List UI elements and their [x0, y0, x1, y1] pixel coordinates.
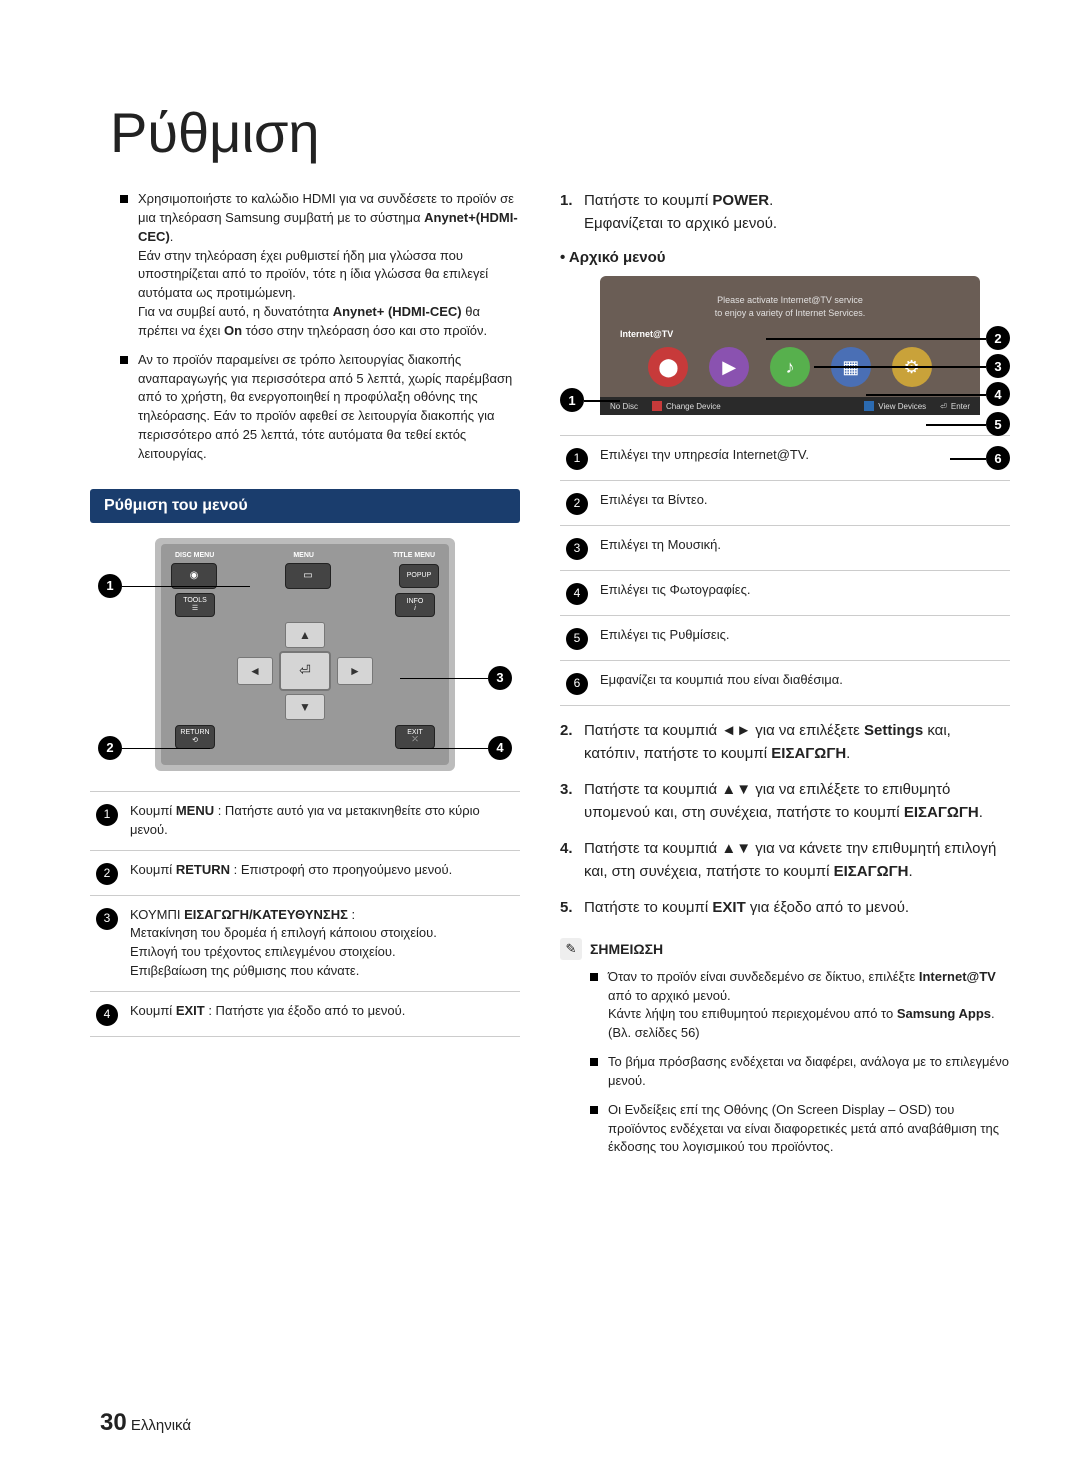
note-bullet: Οι Ενδείξεις επί της Οθόνης (On Screen D… — [590, 1101, 1010, 1158]
note-bullet: Αν το προϊόν παραμείνει σε τρόπο λειτουρ… — [120, 351, 520, 464]
d-key-icon — [864, 401, 874, 411]
step-3: 3.Πατήστε τα κουμπιά ▲▼ για να επιλέξετε… — [560, 779, 1010, 824]
note-bullet: Χρησιμοποιήστε το καλώδιο HDMI για να συ… — [120, 190, 520, 341]
tv-callout-3: 3 — [986, 354, 1010, 378]
tv-diagram: Please activate Internet@TV service to e… — [560, 276, 1010, 415]
table-row: 4Επιλέγει τις Φωτογραφίες. — [560, 571, 1010, 616]
table-row: 3ΚΟΥΜΠΙ ΕΙΣΑΓΩΓΗ/ΚΑΤΕΥΘΥΝΣΗΣ :Μετακίνηση… — [90, 896, 520, 992]
tv-bottom-bar: No Disc Change Device View Devices ⏎ Ent… — [600, 397, 980, 415]
tv-callout-4: 4 — [986, 382, 1010, 406]
tv-callout-2: 2 — [986, 326, 1010, 350]
tv-menu-icon[interactable]: ♪ — [770, 347, 810, 387]
remote-body: DISC MENU MENU TITLE MENU ◉ ▭ POPUP TOOL… — [155, 538, 455, 771]
callout-2: 2 — [98, 736, 122, 760]
tv-menu-icon[interactable]: ⬤ — [648, 347, 688, 387]
tv-banner: Please activate Internet@TV service to e… — [614, 294, 966, 319]
title-menu-button[interactable]: POPUP — [399, 564, 439, 588]
section-bar: Ρύθμιση του μενού — [90, 489, 520, 523]
remote-diagram: DISC MENU MENU TITLE MENU ◉ ▭ POPUP TOOL… — [90, 538, 520, 771]
note-bullet: Το βήμα πρόσβασης ενδέχεται να διαφέρει,… — [590, 1053, 1010, 1091]
remote-label-titlemenu: TITLE MENU — [393, 552, 435, 559]
callout-1: 1 — [98, 574, 122, 598]
table-row: 1Κουμπί MENU : Πατήστε αυτό για να μετακ… — [90, 792, 520, 851]
right-button[interactable]: ► — [337, 657, 373, 685]
step-5: 5.Πατήστε το κουμπί EXIT για έξοδο από τ… — [560, 897, 1010, 920]
tv-callout-5: 5 — [986, 412, 1010, 436]
right-column: 1.Πατήστε το κουμπί POWER.Εμφανίζεται το… — [560, 190, 1010, 1167]
tv-table: 1Επιλέγει την υπηρεσία Internet@TV.2Επιλ… — [560, 435, 1010, 706]
remote-table: 1Κουμπί MENU : Πατήστε αυτό για να μετακ… — [90, 791, 520, 1037]
note-bullet: Όταν το προϊόν είναι συνδεδεμένο σε δίκτ… — [590, 968, 1010, 1043]
columns: Χρησιμοποιήστε το καλώδιο HDMI για να συ… — [70, 190, 1010, 1167]
table-row: 3Επιλέγει τη Μουσική. — [560, 526, 1010, 571]
table-row: 4Κουμπί EXIT : Πατήστε για έξοδο από το … — [90, 992, 520, 1037]
home-menu-label: • Αρχικό μενού — [560, 249, 1010, 266]
callout-3: 3 — [488, 666, 512, 690]
enter-button[interactable]: ⏎ — [279, 651, 331, 691]
tv-callout-1: 1 — [560, 388, 584, 412]
a-key-icon — [652, 401, 662, 411]
left-column: Χρησιμοποιήστε το καλώδιο HDMI για να συ… — [70, 190, 520, 1167]
step-2: 2.Πατήστε τα κουμπιά ◄► για να επιλέξετε… — [560, 720, 1010, 765]
up-button[interactable]: ▲ — [285, 622, 325, 648]
table-row: 2Κουμπί RETURN : Επιστροφή στο προηγούμε… — [90, 851, 520, 896]
note-heading: ✎ ΣΗΜΕΙΩΣΗ — [560, 938, 1010, 960]
down-button[interactable]: ▼ — [285, 694, 325, 720]
remote-label-menu: MENU — [293, 552, 314, 559]
dpad: ▲ ◄ ⏎ ► ▼ — [235, 621, 375, 721]
remote-label-discmenu: DISC MENU — [175, 552, 214, 559]
table-row: 1Επιλέγει την υπηρεσία Internet@TV. — [560, 436, 1010, 481]
table-row: 5Επιλέγει τις Ρυθμίσεις. — [560, 616, 1010, 661]
menu-button[interactable]: ▭ — [285, 563, 331, 589]
info-button[interactable]: INFOi — [395, 593, 435, 617]
page-title: Ρύθμιση — [110, 100, 1010, 165]
table-row: 6Εμφανίζει τα κουμπιά που είναι διαθέσιμ… — [560, 661, 1010, 706]
left-button[interactable]: ◄ — [237, 657, 273, 685]
callout-4: 4 — [488, 736, 512, 760]
note-icon: ✎ — [560, 938, 582, 960]
table-row: 2Επιλέγει τα Βίντεο. — [560, 481, 1010, 526]
return-button[interactable]: RETURN⟲ — [175, 725, 215, 749]
tv-menu-icon[interactable]: ▶ — [709, 347, 749, 387]
step-1: 1.Πατήστε το κουμπί POWER.Εμφανίζεται το… — [560, 190, 1010, 235]
tools-button[interactable]: TOOLS☰ — [175, 593, 215, 617]
page-number: 30 Ελληνικά — [100, 1409, 191, 1437]
step-4: 4.Πατήστε τα κουμπιά ▲▼ για να κάνετε τη… — [560, 838, 1010, 883]
exit-button[interactable]: EXIT⤫ — [395, 725, 435, 749]
tv-callout-6: 6 — [986, 446, 1010, 470]
